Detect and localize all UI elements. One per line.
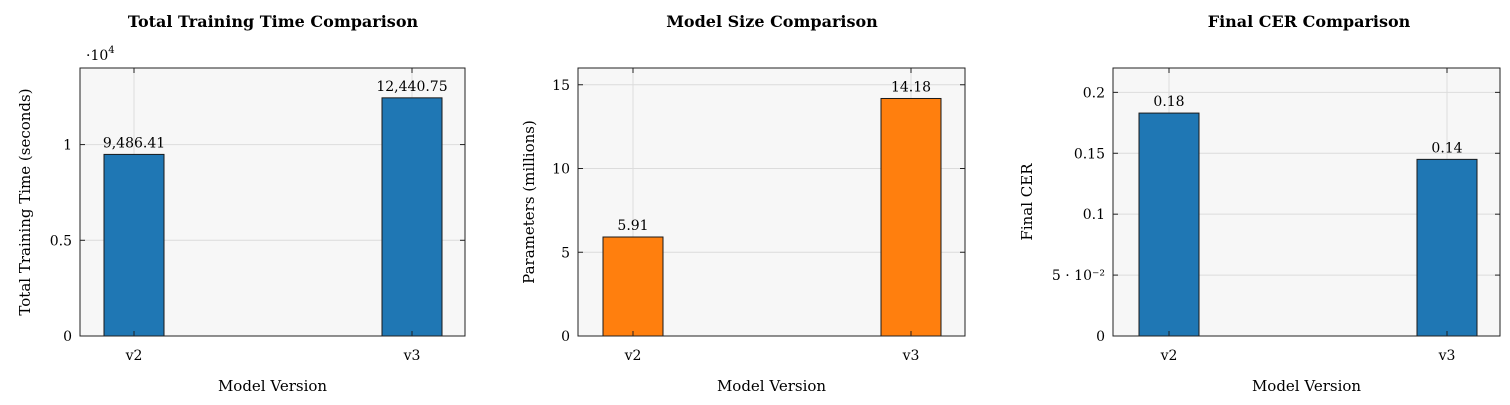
- y-tick-label: 0: [63, 329, 72, 345]
- y-tick-label: 5 · 10⁻²: [1052, 268, 1105, 284]
- plot-frame: [1112, 67, 1501, 337]
- bar-v2: [602, 236, 664, 337]
- x-tick-label-v3: v3: [902, 348, 920, 364]
- data-label-v2: 5.91: [617, 218, 648, 234]
- data-label-v3: 14.18: [891, 79, 931, 95]
- bar-v2: [103, 153, 165, 337]
- y-tick-label: 1: [63, 138, 72, 154]
- bar-v3: [880, 97, 942, 337]
- x-tick-label-v3: v3: [1438, 348, 1456, 364]
- x-tick-label-v2: v2: [1160, 348, 1178, 364]
- data-label-v3: 0.14: [1431, 140, 1462, 156]
- y-tick-label: 10: [552, 162, 570, 178]
- chart-title: Total Training Time Comparison: [128, 12, 419, 31]
- y-tick-label: 5: [561, 245, 570, 261]
- data-label-v3: 12,440.75: [376, 79, 447, 95]
- y-tick-label: 0: [561, 329, 570, 345]
- x-tick-label-v2: v2: [125, 348, 143, 364]
- y-scale-multiplier: ·104: [86, 45, 115, 64]
- y-tick-label: 0.15: [1074, 146, 1105, 162]
- chart-title: Final CER Comparison: [1208, 12, 1411, 31]
- chart-panel-1: 9,486.41 12,440.75 0 0.5 1 v2 v3 Total Training…: [16, 12, 466, 395]
- chart-panel-3: 0.18 0.14 0 5 · 10⁻² 0.1 0.15 0.2 v2 v3 Final CER…: [1018, 12, 1501, 395]
- y-axis-label: Final CER: [1018, 163, 1036, 241]
- y-axis-label: Parameters (millions): [520, 120, 538, 284]
- x-axis-label: Model Version: [218, 377, 327, 395]
- x-tick-label-v2: v2: [624, 348, 642, 364]
- y-scale-exponent: 4: [108, 45, 114, 56]
- y-axis-label: Total Training Time (seconds): [16, 88, 34, 315]
- y-tick-label: 0.5: [50, 233, 72, 249]
- x-tick-label-v3: v3: [403, 348, 421, 364]
- y-tick-label: 15: [552, 78, 570, 94]
- y-tick-label: 0.2: [1083, 85, 1105, 101]
- plot-frame: [79, 67, 466, 337]
- chart-title: Model Size Comparison: [666, 12, 878, 31]
- bar-v3: [1416, 158, 1478, 337]
- x-axis-label: Model Version: [1252, 377, 1361, 395]
- chart-panel-2: 5.91 14.18 0 5 10 15 v2 v3 Model Size Comparison…: [520, 12, 966, 395]
- y-tick-label: 0: [1096, 329, 1105, 345]
- bar-v2: [1138, 112, 1200, 337]
- y-tick-label: 0.1: [1083, 207, 1105, 223]
- x-axis-label: Model Version: [717, 377, 826, 395]
- y-scale-base: ·10: [86, 48, 108, 64]
- bar-v3: [381, 97, 443, 337]
- data-label-v2: 0.18: [1153, 94, 1184, 110]
- plot-frame: [577, 67, 966, 337]
- data-label-v2: 9,486.41: [103, 135, 165, 151]
